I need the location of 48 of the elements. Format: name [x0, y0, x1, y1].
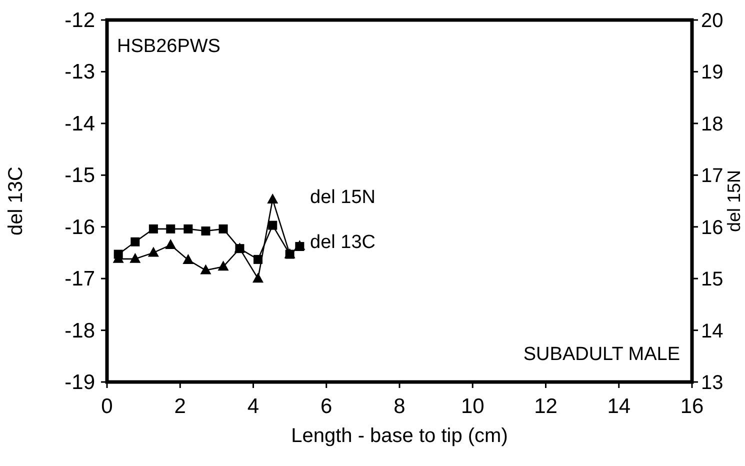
y-axis-title: del 13C [5, 166, 27, 236]
y-tick-label: -14 [64, 112, 96, 136]
y2-tick-label: 16 [701, 216, 724, 239]
y2-tick-label: 20 [701, 10, 724, 32]
x-tick-label: 6 [320, 395, 332, 418]
x-tick-label: 10 [460, 395, 484, 418]
point [252, 272, 264, 283]
y-tick-label: -13 [64, 60, 95, 84]
x-tick-label: 14 [607, 395, 631, 418]
point [182, 254, 194, 264]
x-axis-title: Length - base to tip (cm) [291, 425, 508, 447]
series-label: del 13C [310, 232, 376, 253]
point [130, 237, 140, 246]
point [166, 224, 176, 234]
annotation: SUBADULT MALE [523, 344, 680, 365]
y2-tick-label: 14 [701, 320, 724, 342]
point [218, 224, 228, 234]
y2-tick-label: 18 [701, 113, 724, 136]
y2-axis-title: del 15N [724, 170, 744, 232]
point [218, 260, 229, 271]
point [200, 264, 212, 274]
y-tick-label: -19 [64, 371, 95, 394]
x-tick-label: 2 [174, 395, 186, 418]
y2-tick-label: 13 [701, 372, 724, 394]
point [165, 238, 176, 249]
point [294, 240, 306, 250]
y-tick-label: -18 [64, 319, 95, 342]
x-tick-label: 16 [680, 395, 704, 418]
y2-tick-label: 15 [701, 268, 724, 291]
point [148, 224, 158, 234]
y2-tick-label: 17 [701, 165, 724, 188]
x-tick-label: 8 [394, 395, 406, 418]
y-tick-label: -15 [64, 164, 95, 188]
y-tick-label: -16 [64, 216, 95, 239]
point [130, 252, 141, 263]
series-label: del 15N [310, 187, 376, 208]
point [184, 224, 193, 234]
x-tick-label: 12 [534, 395, 558, 418]
annotation: HSB26PWS [117, 36, 220, 57]
point [267, 193, 278, 204]
y2-tick-label: 19 [701, 62, 724, 84]
y-tick-label: -12 [64, 9, 95, 32]
point [148, 246, 159, 257]
point [201, 226, 210, 236]
y-tick-label: -17 [64, 268, 95, 291]
x-tick-label: 4 [247, 395, 260, 418]
x-tick-label: 0 [101, 395, 113, 418]
point [268, 220, 278, 230]
